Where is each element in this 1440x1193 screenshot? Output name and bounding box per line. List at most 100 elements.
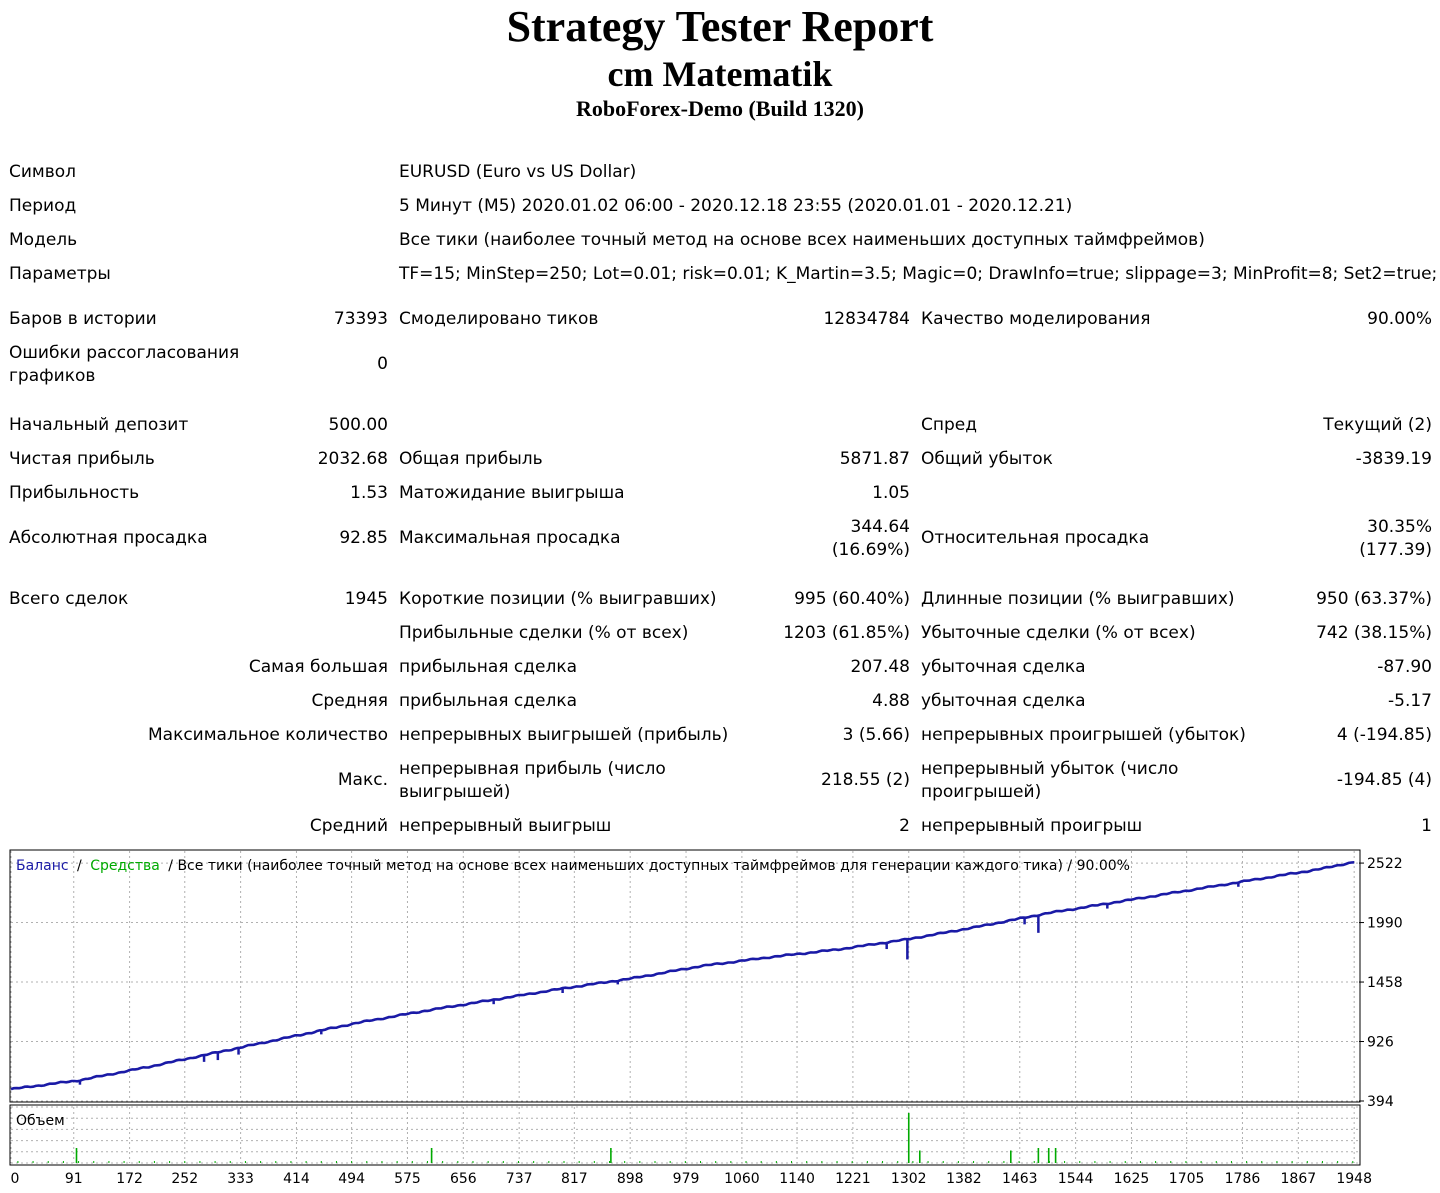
max-loss-label: непрерывный убыток (число проигрышей) [921, 759, 1179, 802]
x-tick-label: 1060 [724, 1171, 760, 1187]
short-positions-label: Короткие позиции (% выигравших) [399, 589, 717, 609]
short-positions-value: 995 (60.40%) [794, 589, 910, 609]
server-build: RoboForex-Demo (Build 1320) [575, 96, 865, 121]
long-positions-value: 950 (63.37%) [1316, 589, 1432, 609]
gross-loss-label: Общий убыток [921, 449, 1053, 469]
mismatch-label: Ошибки рассогласования графиков [9, 343, 240, 386]
max-profit-value: 218.55 (2) [821, 770, 910, 790]
x-tick-label: 1221 [835, 1171, 871, 1187]
bars-value: 73393 [333, 309, 388, 329]
mismatch-value: 0 [377, 354, 388, 374]
quality-label: Качество моделирования [921, 309, 1151, 329]
chart-grid [10, 851, 1359, 1164]
x-tick-label: 1302 [891, 1171, 927, 1187]
gross-profit-value: 5871.87 [839, 449, 910, 469]
largest-profit-value: 207.48 [850, 657, 910, 677]
balance-chart: 2522 1990 1458 926 394 0 91 172 252 333 414 494 575… [9, 849, 1403, 1187]
largest-loss-value: -87.90 [1377, 657, 1432, 677]
average-label: Средняя [311, 691, 388, 711]
quality-value: 90.00% [1367, 309, 1432, 329]
y-tick-label: 1990 [1367, 916, 1403, 932]
max-count-label: Максимальное количество [147, 725, 388, 745]
model-value: Все тики (наиболее точный метод на основ… [399, 230, 1205, 250]
x-tick-label: 1463 [1002, 1171, 1038, 1187]
x-tick-label: 575 [394, 1171, 421, 1187]
balance-plot-area [9, 849, 1361, 1103]
x-tick-label: 252 [171, 1171, 198, 1187]
y-tick-label: 394 [1367, 1094, 1394, 1110]
net-profit-value: 2032.68 [317, 449, 388, 469]
x-tick-label: 1867 [1281, 1171, 1317, 1187]
payoff-value: 1.05 [872, 483, 910, 503]
profit-trades-label: Прибыльные сделки (% от всех) [399, 623, 689, 643]
max-losses-value: 4 (-194.85) [1336, 725, 1432, 745]
x-tick-label: 333 [227, 1171, 254, 1187]
max-drawdown-value: 344.64 [850, 517, 910, 537]
params-label: Параметры [9, 264, 111, 284]
report-title: Strategy Tester Report [506, 2, 934, 51]
x-tick-label: 1544 [1058, 1171, 1094, 1187]
chart-legend: Баланс / Средства / Все тики (наиболее т… [16, 858, 1130, 874]
volume-plot-area [9, 1104, 1361, 1166]
avg-losses-label: непрерывный проигрыш [921, 816, 1143, 836]
x-tick-label: 0 [11, 1171, 20, 1187]
max-drawdown-percent: (16.69%) [831, 540, 910, 560]
avg-consecutive-label: Средний [309, 816, 388, 836]
x-tick-label: 1140 [779, 1171, 815, 1187]
long-positions-label: Длинные позиции (% выигравших) [921, 589, 1235, 609]
y-tick-label: 1458 [1367, 975, 1403, 991]
max-wins-value: 3 (5.66) [842, 725, 910, 745]
x-tick-label: 1786 [1225, 1171, 1261, 1187]
x-tick-label: 898 [617, 1171, 644, 1187]
rel-drawdown-value: (177.39) [1359, 540, 1432, 560]
max-label: Макс. [337, 770, 388, 790]
largest-label: Самая большая [248, 657, 388, 677]
x-tick-label: 737 [506, 1171, 533, 1187]
rel-drawdown-label: Относительная просадка [921, 528, 1150, 548]
average-loss-value: -5.17 [1388, 691, 1432, 711]
gross-profit-label: Общая прибыль [399, 449, 543, 469]
payoff-label: Матожидание выигрыша [399, 483, 625, 503]
average-loss-label: убыточная сделка [921, 691, 1086, 711]
abs-drawdown-label: Абсолютная просадка [9, 528, 208, 548]
legend-balance: Баланс [16, 858, 69, 874]
x-tick-label: 1948 [1336, 1171, 1372, 1187]
average-profit-value: 4.88 [872, 691, 910, 711]
loss-trades-value: 742 (38.15%) [1316, 623, 1432, 643]
avg-losses-value: 1 [1421, 816, 1432, 836]
total-trades-label: Всего сделок [9, 589, 129, 609]
deposit-label: Начальный депозит [9, 415, 189, 435]
x-tick-label: 1625 [1114, 1171, 1150, 1187]
max-loss-value: -194.85 (4) [1336, 770, 1432, 790]
average-profit-label: прибыльная сделка [399, 691, 578, 711]
y-tick-label: 2522 [1367, 856, 1403, 872]
loss-trades-label: Убыточные сделки (% от всех) [921, 623, 1196, 643]
balance-line [10, 861, 1355, 1091]
x-axis-ticks: 0 91 172 252 333 414 494 575 656 737 817 898 979 1060… [11, 1171, 1372, 1187]
profit-factor-label: Прибыльность [9, 483, 140, 503]
y-tick-label: 926 [1367, 1035, 1394, 1051]
symbol-value: EURUSD (Euro vs US Dollar) [399, 162, 637, 182]
net-profit-label: Чистая прибыль [9, 449, 155, 469]
max-drawdown-label: Максимальная просадка [399, 528, 621, 548]
x-tick-label: 1705 [1169, 1171, 1205, 1187]
expert-name: cm Matematik [607, 54, 833, 94]
total-trades-value: 1945 [344, 589, 388, 609]
profit-trades-value: 1203 (61.85%) [783, 623, 910, 643]
period-label: Период [9, 196, 77, 216]
largest-loss-label: убыточная сделка [921, 657, 1086, 677]
abs-drawdown-value: 92.85 [339, 528, 388, 548]
avg-wins-label: непрерывный выигрыш [399, 816, 612, 836]
max-wins-label: непрерывных выигрышей (прибыль) [399, 725, 729, 745]
spread-value: Текущий (2) [1323, 415, 1432, 435]
max-losses-label: непрерывных проигрышей (убыток) [921, 725, 1246, 745]
x-tick-label: 91 [65, 1171, 83, 1187]
period-value: 5 Минут (M5) 2020.01.02 06:00 - 2020.12.… [399, 196, 1073, 216]
deposit-value: 500.00 [328, 415, 388, 435]
x-tick-label: 172 [116, 1171, 143, 1187]
x-tick-label: 494 [338, 1171, 365, 1187]
spread-label: Спред [921, 415, 977, 435]
y-axis-ticks: 2522 1990 1458 926 394 [1359, 856, 1403, 1110]
model-label: Модель [9, 230, 78, 250]
x-tick-label: 1382 [946, 1171, 982, 1187]
